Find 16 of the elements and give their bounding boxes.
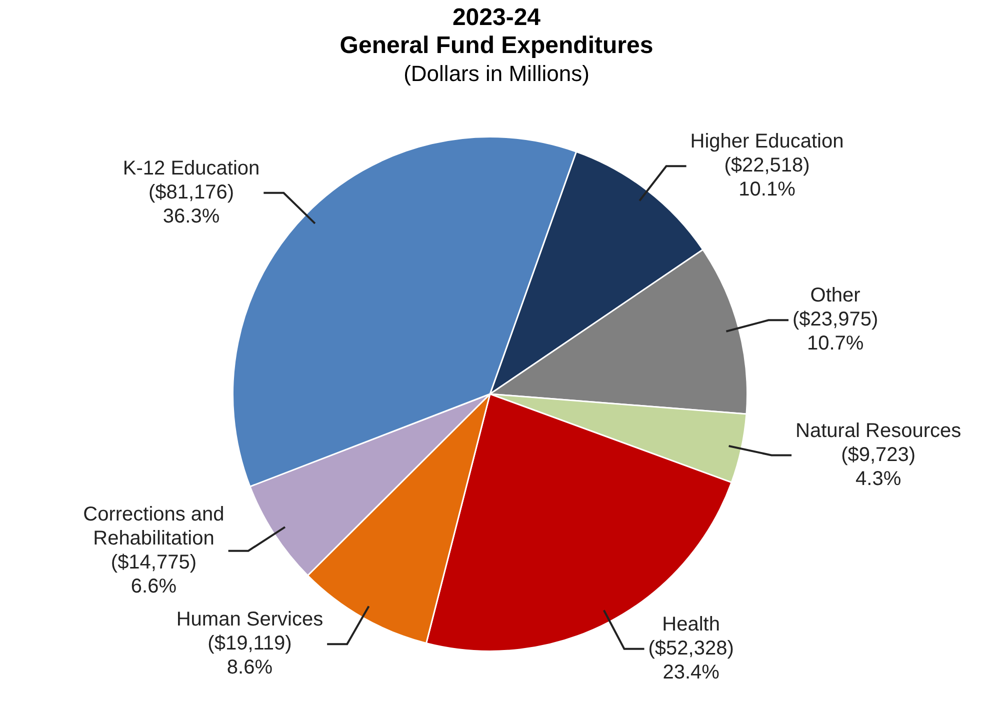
chart-subtitle: (Dollars in Millions) xyxy=(402,60,590,88)
slice-label: Other xyxy=(810,284,861,307)
slice-label: Human Services xyxy=(176,608,324,631)
slice-label: Natural Resources xyxy=(796,420,962,442)
data-label: ($52,328) 23.4% xyxy=(648,637,734,684)
slice-label: Corrections and Rehabilitation xyxy=(83,503,224,550)
data-label: ($9,723) 4.3% xyxy=(841,444,916,490)
chart-title: 2023-24 General Fund Expenditures xyxy=(338,3,654,60)
data-label: ($22,518) 10.1% xyxy=(724,154,810,201)
data-label: ($19,119) 8.6% xyxy=(208,632,292,679)
data-label: ($23,975) 10.7% xyxy=(792,308,878,355)
slice-label: Health xyxy=(662,613,720,636)
slice-label: K-12 Education xyxy=(122,157,260,180)
data-label: ($14,775) 6.6% xyxy=(110,551,197,598)
slice-label: Higher Education xyxy=(690,130,844,153)
data-label: ($81,176) 36.3% xyxy=(148,181,234,228)
